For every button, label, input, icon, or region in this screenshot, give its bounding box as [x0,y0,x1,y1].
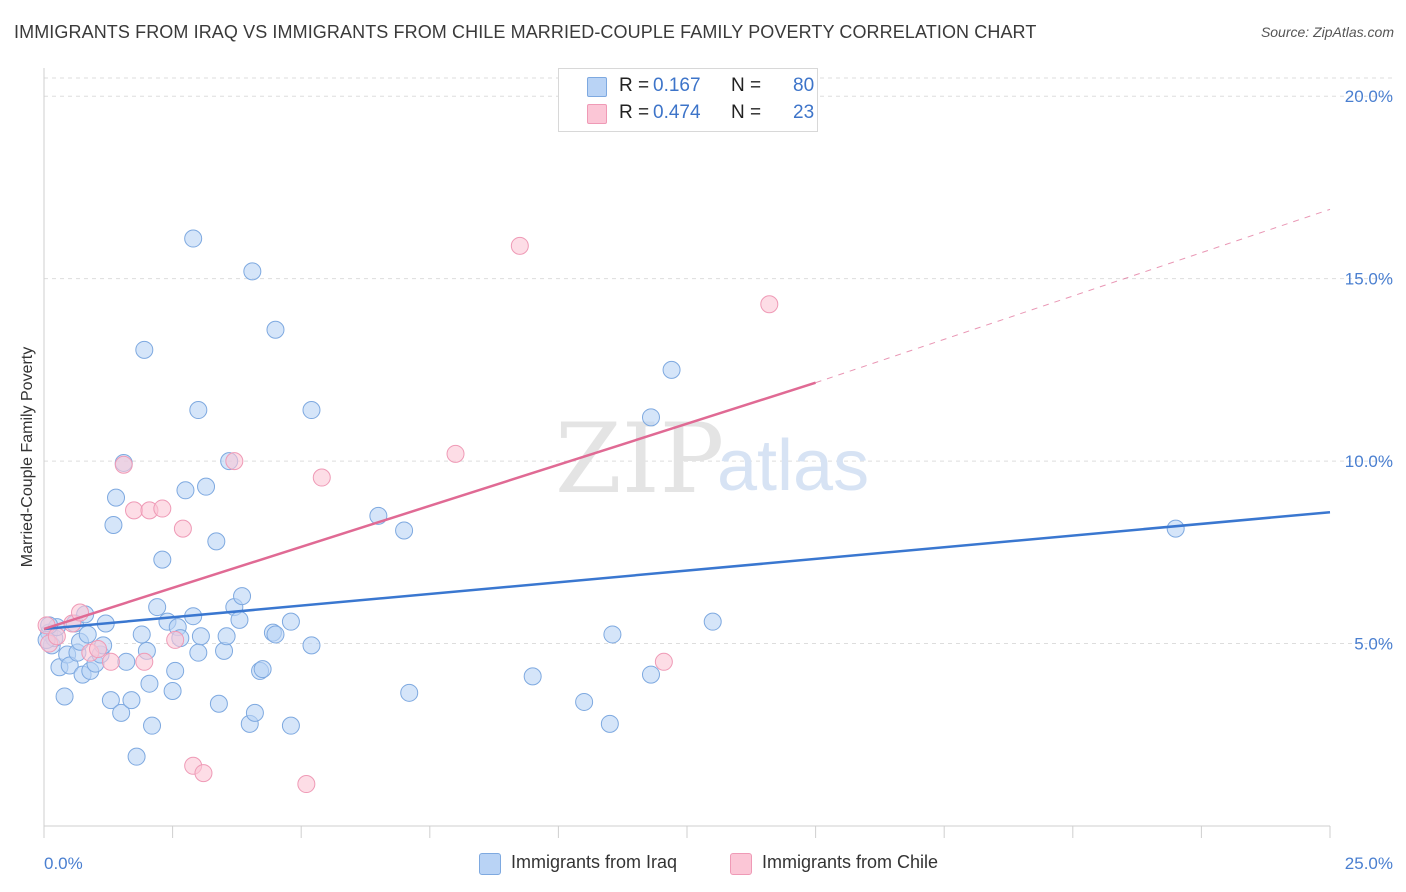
iraq-point [55,687,74,706]
iraq-point [184,229,203,248]
legend-swatch-chile [587,104,607,124]
chile-point [125,501,144,520]
iraq-point [197,477,216,496]
chile-point [135,652,154,671]
legend-r-value: 0.474 [653,102,701,123]
bottom-legend-label-iraq: Immigrants from Iraq [511,852,678,872]
iraq-point [575,692,594,711]
trend-lines [43,208,1331,631]
iraq-point [191,627,210,646]
chile-point [194,764,213,783]
iraq-point [266,320,285,339]
iraq-point [523,667,542,686]
chile-point [101,652,120,671]
iraq-point [266,625,285,644]
iraq-point [148,598,167,617]
legend-r-label: R = [619,102,650,123]
iraq-point [703,612,722,631]
iraq-point [140,674,159,693]
iraq-point [243,262,262,281]
chile-point [47,627,66,646]
legend: R = 0.167 N = 80 R = 0.474 N = 23 [558,68,818,132]
grid-lines [44,77,1394,645]
chile-trend-extension [815,208,1331,384]
tick-labels: 5.0% 10.0% 15.0% 20.0% 0.0% 25.0% [44,87,1393,873]
iraq-point [78,625,97,644]
axes [43,68,1331,838]
chile-point [173,519,192,538]
iraq-point [603,625,622,644]
chile-point [89,640,108,659]
iraq-point [281,716,300,735]
iraq-point [281,612,300,631]
chile-point [114,455,133,474]
x-tick-label: 0.0% [44,854,83,873]
chile-point [760,295,779,314]
iraq-point [641,665,660,684]
legend-n-value: 23 [793,102,815,123]
chile-point [166,630,185,649]
iraq-point [153,550,172,569]
y-tick-label: 5.0% [1354,635,1393,654]
iraq-point [189,401,208,420]
iraq-point [104,515,123,534]
iraq-point [207,532,226,551]
iraq-point [132,625,151,644]
iraq-point [217,627,236,646]
legend-r-value: 0.167 [653,75,701,96]
chart-title: IMMIGRANTS FROM IRAQ VS IMMIGRANTS FROM … [14,22,1037,42]
iraq-point [209,694,228,713]
iraq-point [176,481,195,500]
iraq-point [233,587,252,606]
iraq-point [302,401,321,420]
iraq-point [122,691,141,710]
iraq-point [395,521,414,540]
legend-n-label: N = [731,102,762,123]
iraq-point [215,641,234,660]
bottom-legend-swatch-chile [730,853,752,875]
iraq-point [1166,519,1185,538]
iraq-point [245,703,264,722]
chile-point [312,468,331,487]
chile-point [225,452,244,471]
y-tick-label: 20.0% [1345,87,1393,106]
chile-point [654,652,673,671]
iraq-point [163,681,182,700]
x-tick-label: 25.0% [1345,854,1393,873]
iraq-point [253,660,272,679]
source-label: Source: ZipAtlas.com [1260,24,1394,40]
iraq-point [400,683,419,702]
bottom-legend-label-chile: Immigrants from Chile [762,852,939,872]
iraq-point [127,747,146,766]
legend-r-label: R = [619,75,650,96]
iraq-point [641,408,660,427]
legend-n-label: N = [731,75,762,96]
chile-point [297,775,316,794]
iraq-point [135,340,154,359]
iraq-point [143,716,162,735]
iraq-point [600,714,619,733]
iraq-point [662,360,681,379]
bottom-legend-swatch-iraq [479,853,501,875]
iraq-point [230,610,249,629]
iraq-trend-line [43,510,1331,631]
chile-point [446,444,465,463]
iraq-point [166,661,185,680]
chile-point [153,499,172,518]
iraq-point [101,691,120,710]
iraq-point [117,652,136,671]
iraq-point [112,703,131,722]
chile-point [510,236,529,255]
legend-n-value: 80 [793,75,815,96]
iraq-point [107,488,126,507]
y-tick-label: 15.0% [1345,270,1393,289]
iraq-point [189,643,208,662]
iraq-point [302,636,321,655]
y-tick-label: 10.0% [1345,452,1393,471]
chile-trend-line [43,381,816,631]
legend-swatch-iraq [587,77,607,97]
watermark-atlas: atlas [717,426,869,506]
